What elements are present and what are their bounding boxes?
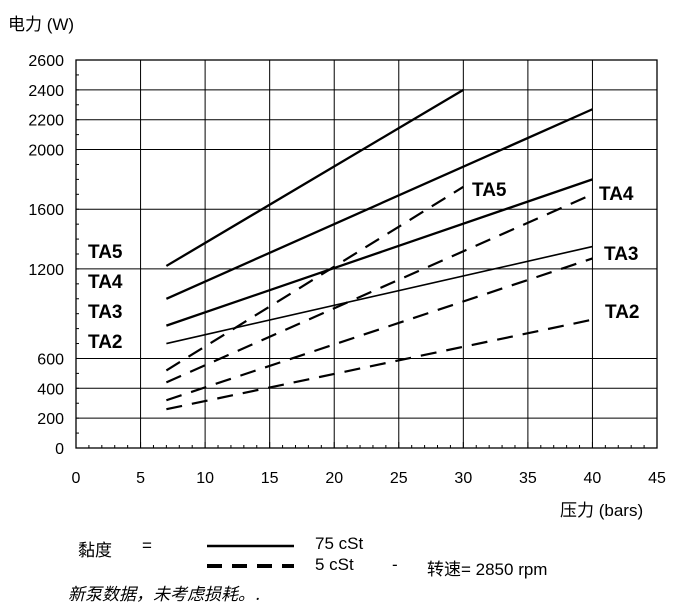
x-tick-label: 40	[584, 470, 602, 487]
series-line-ta4-solid	[165, 108, 593, 300]
x-axis-title: 压力 (bars)	[560, 501, 644, 520]
y-axis-title: 电力 (W)	[8, 15, 75, 34]
legend-viscosity-label: 黏度	[78, 541, 112, 560]
right-label-ta4: TA4	[599, 184, 634, 205]
y-tick-label: 1200	[28, 262, 64, 279]
y-tick-label: 600	[37, 351, 64, 368]
y-tick-label: 2200	[28, 113, 64, 130]
x-tick-label: 25	[390, 470, 408, 487]
y-tick-label: 2000	[28, 143, 64, 160]
legend-solid-value: 75 cSt	[315, 534, 364, 553]
left-label-ta2: TA2	[88, 332, 122, 353]
left-label-ta4: TA4	[88, 272, 123, 293]
x-tick-label: 30	[454, 470, 472, 487]
x-tick-label: 0	[72, 470, 81, 487]
left-label-ta3: TA3	[88, 302, 122, 323]
x-tick-label: 20	[325, 470, 343, 487]
series-line-ta3-solid	[166, 178, 593, 327]
y-tick-label: 200	[37, 411, 64, 428]
y-tick-label: 2600	[28, 53, 64, 70]
right-label-ta2: TA2	[605, 302, 639, 323]
legend-equals: =	[142, 536, 152, 555]
legend-speed-text: 转速= 2850 rpm	[427, 560, 548, 579]
y-tick-label: 0	[55, 441, 64, 458]
grid	[76, 60, 657, 448]
x-tick-label: 35	[519, 470, 537, 487]
x-tick-label: 15	[261, 470, 279, 487]
legend-separator: -	[392, 555, 398, 574]
y-tick-label: 2400	[28, 83, 64, 100]
right-label-ta5: TA5	[472, 180, 507, 201]
series-line-ta3-dashed	[166, 257, 593, 402]
footnote: 新泵数据，未考虑损耗。.	[68, 585, 261, 605]
legend-dashed-value: 5 cSt	[315, 555, 354, 574]
y-tick-label: 400	[37, 381, 64, 398]
x-tick-label: 45	[648, 470, 666, 487]
x-tick-labels: 0 5 10 15 20 25 30 35 40 45	[72, 470, 666, 487]
left-label-ta5: TA5	[88, 242, 123, 263]
plot-border	[75, 59, 658, 449]
y-tick-label: 1600	[28, 202, 64, 219]
y-tick-labels: 0 200 400 600 1200 1600 2000 2200 2400 2600	[28, 53, 64, 458]
legend-lines	[207, 544, 294, 568]
series-lines	[165, 88, 593, 411]
series-line-ta5-solid	[165, 88, 464, 267]
x-tick-label: 10	[196, 470, 214, 487]
series-line-ta2-dashed	[166, 318, 593, 411]
series-line-ta5-dashed	[165, 185, 464, 372]
right-label-ta3: TA3	[604, 244, 638, 265]
x-tick-label: 5	[136, 470, 145, 487]
series-labels: TA5 TA4 TA3 TA2 TA5 TA4 TA3 TA2	[88, 180, 639, 353]
